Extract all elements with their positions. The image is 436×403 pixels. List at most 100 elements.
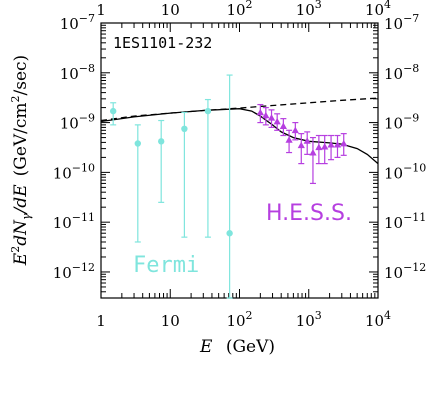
y-tick-label-right: 10−7: [384, 12, 419, 33]
x-tick-label-bottom: 103: [296, 309, 322, 330]
y-tick-label-left: 10−9: [60, 112, 95, 133]
y-tick-label-right-exp: −7: [403, 12, 419, 25]
y-tick-label-right-exp: −10: [403, 161, 426, 174]
fermi-point: [134, 140, 142, 147]
y-tick-label-right-base: 10: [384, 164, 403, 182]
y-tick-label-right-exp: −11: [403, 211, 426, 224]
hess-point: [340, 139, 348, 147]
fermi-point: [181, 125, 188, 133]
x-tick-label-bottom: 1: [96, 312, 106, 330]
x-tick-label-bottom-exp: 2: [246, 309, 253, 322]
y-tick-label-left-exp: −7: [79, 12, 95, 25]
hess-point: [333, 141, 342, 148]
y-tick-label-left: 10−11: [53, 211, 95, 232]
y-tick-label-left-base: 10: [53, 264, 72, 282]
y-tick-label-right: 10−10: [384, 161, 426, 182]
hess-point: [256, 108, 264, 116]
hess-point: [321, 142, 329, 150]
y-tick-label-right-base: 10: [384, 264, 403, 282]
x-tick-label-top-base: 10: [296, 1, 315, 19]
y-tick-label-left: 10−10: [53, 161, 95, 182]
y-tick-label-left: 10−12: [53, 261, 95, 282]
y-title-sq: 2: [9, 246, 22, 253]
x-axis-title-symbol: E: [199, 337, 213, 357]
y-tick-label-left-base: 10: [53, 214, 72, 232]
x-tick-label-top: 1: [96, 1, 106, 19]
y-tick-label-left-exp: −9: [79, 112, 95, 125]
model-curve-dashed: [100, 97, 379, 122]
y-tick-label-right-exp: −8: [403, 62, 419, 75]
y-tick-label-left-base: 10: [53, 164, 72, 182]
x-axis-title-unit: (GeV): [226, 337, 275, 357]
y-tick-label-right: 10−9: [384, 112, 419, 133]
x-tick-label-top-base: 1: [96, 1, 106, 19]
hess-point: [297, 141, 305, 149]
x-tick-label-bottom-base: 10: [161, 312, 180, 330]
model-curves: [100, 97, 379, 165]
y-axis-title: E2dNγ/dE(GeV/cm2/sec): [9, 55, 33, 266]
source-label: 1ES1101-232: [113, 34, 212, 52]
y-tick-label-left: 10−8: [60, 62, 95, 83]
x-tick-label-bottom-exp: 3: [315, 309, 322, 322]
hess-point: [267, 114, 276, 121]
fermi-point: [109, 107, 117, 115]
axis-ticks: [100, 23, 378, 299]
y-tick-label-left-exp: −10: [72, 161, 95, 174]
x-tick-label-bottom-base: 10: [226, 312, 245, 330]
x-tick-label-top-exp: 2: [246, 0, 253, 11]
y-tick-label-left-exp: −11: [72, 211, 95, 224]
fermi-point: [204, 107, 212, 115]
data-points: [109, 74, 348, 299]
hess-point: [315, 143, 323, 151]
x-tick-label-top-exp: 4: [384, 0, 391, 11]
y-tick-label-right-exp: −9: [403, 112, 419, 125]
x-tick-label-bottom-base: 10: [296, 312, 315, 330]
x-tick-label-top: 103: [296, 0, 322, 19]
x-tick-label-bottom-base: 10: [365, 312, 384, 330]
x-tick-label-top-exp: 3: [315, 0, 322, 11]
y-tick-label-left-base: 10: [60, 115, 79, 133]
y-title-dn: dN: [11, 219, 31, 246]
x-tick-label-top-base: 10: [226, 1, 245, 19]
y-title-unit-a: (GeV/cm: [11, 102, 31, 176]
y-tick-label-right: 10−12: [384, 261, 426, 282]
y-tick-label-left: 10−7: [60, 12, 95, 33]
x-tick-label-top: 104: [365, 0, 391, 19]
hess-point: [303, 137, 311, 144]
y-title-e: E: [11, 252, 31, 266]
fermi-point: [226, 230, 233, 237]
x-tick-label-bottom: 104: [365, 309, 391, 330]
hess-point: [327, 141, 335, 148]
y-tick-label-right-base: 10: [384, 214, 403, 232]
y-tick-label-right-base: 10: [384, 15, 403, 33]
x-tick-label-top: 10: [161, 1, 180, 19]
model-curve-solid: [100, 108, 379, 165]
y-tick-label-left-base: 10: [60, 15, 79, 33]
y-tick-label-right-exp: −12: [403, 261, 426, 274]
legend-hess: H.E.S.S.: [266, 201, 352, 226]
y-title-gamma: γ: [20, 213, 33, 220]
hess-point: [309, 148, 317, 156]
x-tick-label-top-base: 10: [161, 1, 180, 19]
fermi-point: [157, 138, 165, 145]
hess-point: [273, 117, 281, 125]
y-tick-label-left-base: 10: [60, 65, 79, 83]
x-tick-label-bottom: 10: [161, 312, 180, 330]
hess-point: [262, 111, 270, 119]
y-tick-label-right-base: 10: [384, 65, 403, 83]
x-tick-label-top-base: 10: [365, 1, 384, 19]
y-title-unit-b: /sec): [11, 55, 31, 96]
hess-point: [285, 136, 293, 143]
x-axis-title: E (GeV): [199, 337, 275, 357]
hess-point: [291, 126, 299, 134]
y-tick-label-left-exp: −12: [72, 261, 95, 274]
y-tick-label-right-base: 10: [384, 115, 403, 133]
x-tick-label-bottom-base: 1: [96, 312, 106, 330]
x-tick-label-bottom: 102: [226, 309, 252, 330]
hess-point: [279, 122, 287, 129]
x-tick-label-top: 102: [226, 0, 252, 19]
y-title-unit-sq: 2: [9, 95, 22, 102]
x-tick-label-bottom-exp: 4: [384, 309, 391, 322]
